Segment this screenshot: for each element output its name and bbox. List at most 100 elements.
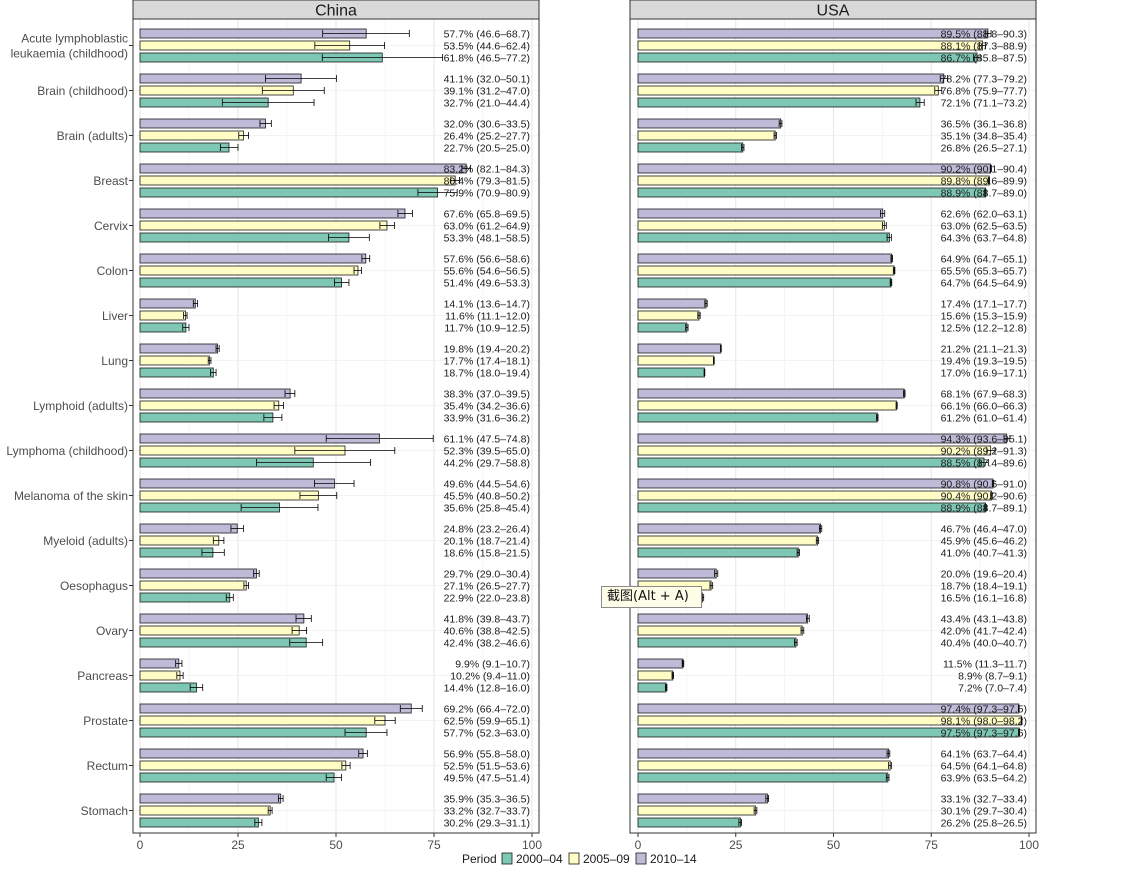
data-label-usa: 43.4% (43.1–43.8) — [941, 614, 1027, 626]
facet-title-china: China — [315, 3, 357, 20]
data-label-china: 35.9% (35.3–36.5) — [444, 794, 530, 806]
data-label-usa: 17.4% (17.1–17.7) — [941, 299, 1027, 311]
screenshot-tooltip: 截图(Alt + A) — [601, 586, 702, 608]
bar-usa — [637, 613, 809, 624]
bar-china — [139, 490, 319, 501]
bar-usa — [637, 355, 715, 366]
bar-usa — [637, 130, 776, 141]
bar-usa — [637, 343, 722, 354]
bar-usa — [637, 142, 744, 153]
data-label-usa: 90.8% (90.6–91.0) — [941, 479, 1027, 491]
data-label-usa: 88.9% (88.7–89.0) — [941, 188, 1027, 200]
bar-china — [139, 805, 271, 816]
bar-usa — [637, 748, 890, 759]
bar-usa — [637, 625, 803, 636]
y-tick-label: Lymphoid (adults) — [33, 399, 128, 413]
data-label-china: 39.1% (31.2–47.0) — [444, 86, 530, 98]
data-label-usa: 16.5% (16.1–16.8) — [941, 593, 1027, 605]
data-label-china: 80.4% (79.3–81.5) — [444, 176, 530, 188]
bar-usa — [637, 682, 667, 693]
bar-china — [139, 793, 282, 804]
bar-china — [139, 400, 280, 411]
bar-usa — [637, 670, 674, 681]
data-label-china: 17.7% (17.4–18.1) — [444, 356, 530, 368]
bar-usa — [637, 187, 986, 198]
data-label-china: 38.3% (37.0–39.5) — [444, 389, 530, 401]
data-label-usa: 19.4% (19.3–19.5) — [941, 356, 1027, 368]
y-tick-label: Melanoma of the skin — [14, 489, 128, 503]
x-tick-label: 75 — [925, 838, 939, 852]
data-label-usa: 64.3% (63.7–64.8) — [941, 233, 1027, 245]
data-label-china: 22.7% (20.5–25.0) — [444, 143, 530, 155]
data-label-china: 67.6% (65.8–69.5) — [444, 209, 530, 221]
bar-usa — [637, 40, 983, 51]
bar-china — [139, 355, 210, 366]
y-tick-label: Colon — [97, 264, 128, 278]
data-label-china: 57.6% (56.6–58.6) — [444, 254, 530, 266]
bar-china — [139, 748, 364, 759]
bar-china — [139, 535, 220, 546]
bar-usa — [637, 163, 992, 174]
data-label-china: 52.5% (51.5–53.6) — [444, 761, 530, 773]
bar-usa — [637, 175, 990, 186]
data-label-usa: 72.1% (71.1–73.2) — [941, 98, 1027, 110]
data-label-usa: 97.4% (97.3–97.5) — [941, 704, 1027, 716]
data-label-china: 19.8% (19.4–20.2) — [444, 344, 530, 356]
y-tick-label: Rectum — [87, 759, 128, 773]
bar-china — [139, 232, 350, 243]
y-tick-label: Breast — [93, 174, 128, 188]
bar-usa — [637, 118, 782, 129]
data-label-usa: 11.5% (11.3–11.7) — [943, 659, 1027, 671]
bar-china — [139, 142, 230, 153]
bar-usa — [637, 265, 895, 276]
data-label-usa: 8.9% (8.7–9.1) — [958, 671, 1027, 683]
data-label-china: 56.9% (55.8–58.0) — [444, 749, 530, 761]
bar-china — [139, 658, 180, 669]
x-tick-label: 0 — [137, 838, 144, 852]
data-label-china: 14.4% (12.8–16.0) — [444, 683, 530, 695]
data-label-china: 9.9% (9.1–10.7) — [455, 659, 530, 671]
data-label-usa: 65.5% (65.3–65.7) — [941, 266, 1027, 278]
data-label-china: 52.3% (39.5–65.0) — [444, 446, 530, 458]
data-label-usa: 61.2% (61.0–61.4) — [941, 413, 1027, 425]
y-tick-label: Oesophagus — [60, 579, 128, 593]
data-label-usa: 12.5% (12.2–12.8) — [941, 323, 1027, 335]
y-tick-label: Pancreas — [77, 669, 128, 683]
bar-usa — [637, 232, 890, 243]
data-label-usa: 68.1% (67.9–68.3) — [941, 389, 1027, 401]
data-label-china: 11.7% (10.9–12.5) — [444, 323, 530, 335]
y-tick-label: Ovary — [96, 624, 128, 638]
bar-usa — [637, 805, 757, 816]
data-label-usa: 62.6% (62.0–63.1) — [941, 209, 1027, 221]
data-label-china: 62.5% (59.9–65.1) — [444, 716, 530, 728]
bar-china — [139, 310, 186, 321]
data-label-china: 35.6% (25.8–45.4) — [444, 503, 530, 515]
x-tick-label: 25 — [231, 838, 245, 852]
y-tick-label: Myeloid (adults) — [43, 534, 128, 548]
data-label-usa: 30.1% (29.7–30.4) — [941, 806, 1027, 818]
bar-usa — [637, 760, 891, 771]
data-label-usa: 90.2% (90.1–90.4) — [941, 164, 1027, 176]
data-label-china: 44.2% (29.7–58.8) — [444, 458, 530, 470]
legend-key-2 — [568, 852, 580, 865]
bar-usa — [637, 502, 986, 513]
data-label-usa: 97.5% (97.3–97.6) — [941, 728, 1027, 740]
y-tick-label: Brain (childhood) — [37, 84, 128, 98]
bar-china — [139, 187, 438, 198]
bar-usa — [637, 535, 818, 546]
bar-usa — [637, 388, 905, 399]
bar-usa — [637, 253, 893, 264]
data-label-china: 30.2% (29.3–31.1) — [444, 818, 530, 830]
bar-china — [139, 703, 412, 714]
bar-china — [139, 118, 266, 129]
bar-usa — [637, 28, 989, 39]
x-tick-label: 50 — [827, 838, 841, 852]
legend-title: Period — [462, 852, 497, 866]
bar-usa — [637, 277, 892, 288]
x-tick-label: 50 — [329, 838, 343, 852]
x-tick-label: 25 — [729, 838, 743, 852]
data-label-china: 35.4% (34.2–36.6) — [444, 401, 530, 413]
data-label-usa: 76.8% (75.9–77.7) — [941, 86, 1027, 98]
bar-china — [139, 277, 342, 288]
data-label-china: 32.7% (21.0–44.4) — [444, 98, 530, 110]
